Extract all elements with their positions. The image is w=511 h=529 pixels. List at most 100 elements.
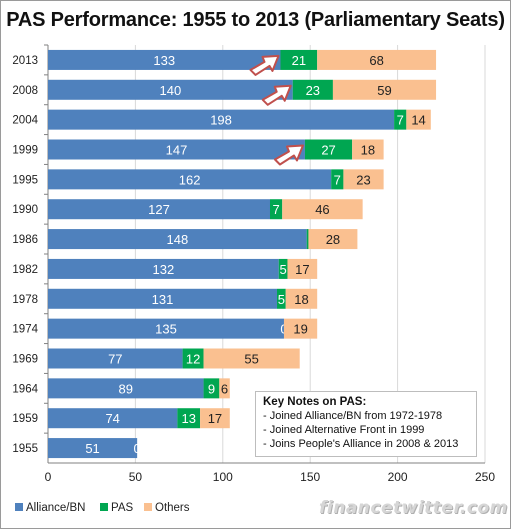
data-label: 13 <box>181 411 195 426</box>
bar-alliance-bn <box>48 229 307 250</box>
data-label: 7 <box>334 172 341 187</box>
data-label: 132 <box>153 262 175 277</box>
bar-others <box>343 169 384 190</box>
data-label: 148 <box>167 232 189 247</box>
bar-others <box>406 109 431 130</box>
bar-alliance-bn <box>48 408 178 429</box>
bar-others <box>287 258 318 279</box>
y-tick-label: 2008 <box>12 85 38 97</box>
data-label: 55 <box>244 352 258 367</box>
y-tick-label: 1978 <box>12 294 38 306</box>
y-tick-label: 1986 <box>12 234 38 246</box>
bar-pas <box>269 199 283 220</box>
chart-title: PAS Performance: 1955 to 2013 (Parliamen… <box>6 9 505 31</box>
legend-label: Others <box>155 502 190 514</box>
bar-alliance-bn <box>48 438 138 459</box>
bar-others <box>308 229 358 250</box>
bar-alliance-bn <box>48 288 277 309</box>
data-label: 46 <box>315 202 329 217</box>
bar-pas <box>280 49 318 70</box>
bar-alliance-bn <box>48 79 293 100</box>
bar-alliance-bn <box>48 199 270 220</box>
bar-others <box>282 199 363 220</box>
data-label: 9 <box>208 381 215 396</box>
x-tick-label: 150 <box>300 470 320 484</box>
bar-pas <box>306 229 309 250</box>
data-label: 27 <box>321 143 335 158</box>
data-label: 89 <box>119 381 133 396</box>
data-label: 7 <box>397 113 404 128</box>
y-tick-label: 2013 <box>12 55 38 67</box>
data-label: 17 <box>295 262 309 277</box>
watermark-logo: financetwitter.com <box>319 498 508 518</box>
data-label: 28 <box>326 232 340 247</box>
bar-pas <box>203 378 220 399</box>
data-label: 135 <box>155 322 177 337</box>
bar-alliance-bn <box>48 318 284 339</box>
data-label: 5 <box>278 292 285 307</box>
data-label: 131 <box>152 292 174 307</box>
bar-pas <box>304 139 353 160</box>
x-tick-label: 0 <box>45 470 52 484</box>
bar-alliance-bn <box>48 378 204 399</box>
key-note-line: - Joined Alliance/BN from 1972-1978 <box>263 410 443 422</box>
data-label: 17 <box>208 411 222 426</box>
data-label: 77 <box>108 352 122 367</box>
legend-swatch <box>15 503 23 511</box>
highlight-arrow-icon <box>261 84 292 106</box>
key-note-line: - Joins People's Alliance in 2008 & 2013 <box>263 438 459 450</box>
data-label: 21 <box>292 53 306 68</box>
y-tick-label: 1969 <box>12 354 38 366</box>
y-tick-label: 1959 <box>12 413 38 425</box>
x-tick-label: 100 <box>213 470 233 484</box>
bar-alliance-bn <box>48 169 332 190</box>
bar-alliance-bn <box>48 49 281 70</box>
bar-others <box>317 49 437 70</box>
data-label: 14 <box>411 113 425 128</box>
data-label: 147 <box>166 143 188 158</box>
data-label: 74 <box>105 411 119 426</box>
bar-others <box>332 79 437 100</box>
data-label: 23 <box>306 83 320 98</box>
data-label: 140 <box>160 83 182 98</box>
y-tick-label: 1999 <box>12 145 38 157</box>
data-label: 18 <box>294 292 308 307</box>
data-label: 127 <box>148 202 170 217</box>
data-label: 5 <box>279 262 286 277</box>
data-label: 133 <box>153 53 175 68</box>
data-label: 19 <box>293 322 307 337</box>
bar-pas <box>394 109 407 130</box>
x-tick-label: 200 <box>388 470 408 484</box>
bar-others <box>203 348 300 369</box>
bar-others <box>285 288 318 309</box>
legend-swatch <box>100 503 108 511</box>
data-label: 18 <box>361 143 375 158</box>
data-label: 68 <box>369 53 383 68</box>
y-tick-label: 1990 <box>12 204 38 216</box>
y-tick-label: 1964 <box>12 383 38 395</box>
bar-pas <box>276 288 286 309</box>
legend-label: Alliance/BN <box>26 502 85 514</box>
legend-swatch <box>144 503 152 511</box>
bar-others <box>219 378 230 399</box>
bar-alliance-bn <box>48 348 183 369</box>
bar-others <box>283 318 318 339</box>
data-label: 6 <box>221 381 228 396</box>
bar-alliance-bn <box>48 258 279 279</box>
y-tick-label: 1955 <box>12 443 38 455</box>
data-label: 59 <box>377 83 391 98</box>
y-tick-label: 1995 <box>12 174 38 186</box>
x-tick-label: 50 <box>129 470 143 484</box>
data-label: 198 <box>210 113 232 128</box>
data-label: 7 <box>272 202 279 217</box>
data-label: 12 <box>186 352 200 367</box>
y-tick-label: 1982 <box>12 264 38 276</box>
key-notes-box: Key Notes on PAS: - Joined Alliance/BN f… <box>255 391 477 457</box>
bar-pas <box>292 79 333 100</box>
legend-label: PAS <box>111 502 133 514</box>
bar-pas <box>331 169 344 190</box>
y-tick-label: 2004 <box>12 115 38 127</box>
bar-others <box>352 139 384 160</box>
